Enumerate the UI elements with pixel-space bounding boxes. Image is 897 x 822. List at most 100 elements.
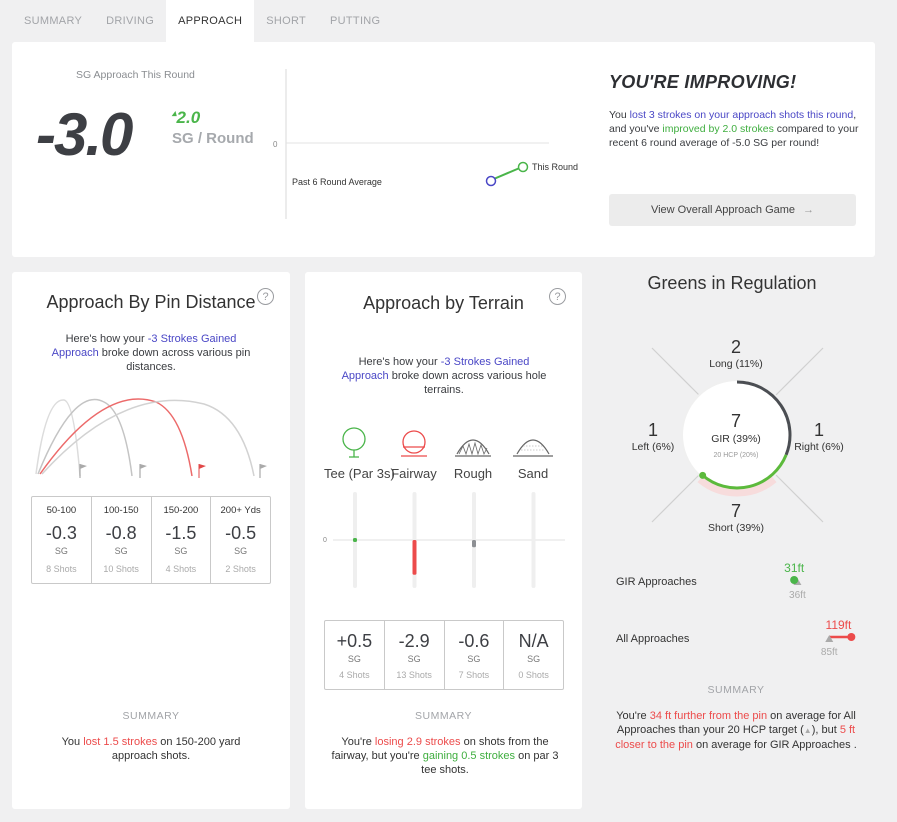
col-sg: SG bbox=[467, 654, 481, 664]
tab-approach[interactable]: APPROACH bbox=[166, 0, 255, 42]
col-value: -0.5 bbox=[225, 523, 257, 543]
col-value: -0.8 bbox=[105, 523, 137, 543]
gir-approaches-label: GIR Approaches bbox=[616, 576, 697, 588]
flag-icon bbox=[139, 464, 147, 478]
sg-delta-value: 2.0 bbox=[176, 108, 201, 127]
pin-distance-description: Here's how your -3 Strokes Gained Approa… bbox=[46, 332, 256, 374]
terrain-summary-heading: SUMMARY bbox=[415, 710, 472, 722]
pin-distance-col[interactable]: 50-100 -0.3 SG 8 Shots bbox=[32, 497, 92, 583]
gir-right-label: Right (6%) bbox=[794, 441, 844, 453]
terrain-summary: You're losing 2.9 strokes on shots from … bbox=[325, 735, 565, 777]
improvement-text: You lost 3 strokes on your approach shot… bbox=[609, 108, 859, 150]
help-icon[interactable]: ? bbox=[257, 288, 274, 305]
gir-diagonals bbox=[651, 347, 824, 523]
gir-summary: You're 34 ft further from the pin on ave… bbox=[612, 709, 860, 752]
flag-icon bbox=[79, 464, 87, 478]
pin-distance-col[interactable]: 150-200 -1.5 SG 4 Shots bbox=[152, 497, 212, 583]
summary-text: on average for GIR Approaches . bbox=[692, 739, 857, 751]
tab-putting[interactable]: PUTTING bbox=[330, 15, 381, 27]
desc-text: Here's how your bbox=[358, 356, 441, 368]
trend-average-point bbox=[485, 175, 497, 187]
pin-distance-summary: You lost 1.5 strokes on 150-200 yard app… bbox=[42, 735, 260, 763]
terrain-col[interactable]: +0.5 SG 4 Shots bbox=[325, 621, 385, 689]
gir-target-label: 20 HCP (20%) bbox=[713, 452, 759, 459]
gir-target-arc bbox=[736, 380, 792, 456]
you-distance-dot bbox=[790, 576, 799, 584]
improvement-text-lost: lost 3 strokes on your approach shots th… bbox=[629, 109, 854, 121]
gir-left-count: 1 bbox=[647, 420, 658, 440]
col-shots: 8 Shots bbox=[46, 564, 77, 574]
improvement-text-improved: improved by 2.0 strokes bbox=[662, 123, 774, 135]
summary-text: on average for All Approaches than your … bbox=[616, 710, 856, 736]
tab-bar: SUMMARY DRIVING APPROACH SHORT PUTTING bbox=[12, 0, 392, 42]
summary-text: on par 3 tee shots. bbox=[421, 750, 559, 776]
col-value: -1.5 bbox=[165, 523, 197, 543]
gir-pct-marker bbox=[699, 471, 707, 479]
terrain-bar bbox=[412, 540, 417, 575]
improvement-headline: YOU'RE IMPROVING! bbox=[609, 72, 797, 92]
terrain-bar-track bbox=[531, 492, 536, 588]
view-overall-approach-label: View Overall Approach Game bbox=[650, 204, 796, 216]
summary-text: You're bbox=[616, 710, 650, 722]
desc-text: broke down across various pin distances. bbox=[98, 347, 251, 373]
gir-long-label: Long (11%) bbox=[709, 358, 763, 370]
col-value: N/A bbox=[518, 631, 549, 651]
summary-text: You're bbox=[341, 736, 375, 748]
col-range: 150-200 bbox=[163, 505, 199, 516]
terrain-label-sand: Sand bbox=[517, 466, 549, 481]
col-range: 50-100 bbox=[46, 505, 77, 516]
col-range: 100-150 bbox=[103, 505, 139, 516]
terrain-description: Here's how your -3 Strokes Gained Approa… bbox=[339, 355, 549, 397]
improvement-text-part: You bbox=[609, 109, 630, 121]
improvement-text-part: compared to your recent 6 round average … bbox=[609, 123, 859, 149]
arc-50-100 bbox=[35, 399, 81, 477]
delta-arrow-icon: ▴ bbox=[172, 108, 177, 118]
view-overall-approach-button[interactable]: View Overall Approach Game → bbox=[609, 194, 856, 226]
desc-text: broke down across various hole terrains. bbox=[388, 370, 547, 396]
col-sg: SG bbox=[527, 654, 541, 664]
target-triangle-icon bbox=[825, 635, 834, 642]
gir-summary-heading: SUMMARY bbox=[707, 684, 765, 696]
col-shots: 4 Shots bbox=[339, 670, 370, 680]
tab-driving[interactable]: DRIVING bbox=[106, 15, 155, 27]
terrain-col[interactable]: N/A SG 0 Shots bbox=[504, 621, 563, 689]
gir-right-count: 1 bbox=[813, 420, 824, 440]
sand-icon bbox=[513, 439, 553, 457]
target-distance-label: 85ft bbox=[821, 647, 838, 658]
summary-highlight: gaining 0.5 strokes bbox=[422, 750, 516, 762]
col-sg: SG bbox=[347, 654, 361, 664]
pin-distance-table: 50-100 -0.3 SG 8 Shots 100-150 -0.8 SG 1… bbox=[31, 496, 271, 584]
flag-icon bbox=[198, 464, 206, 478]
gir-pct-arc bbox=[701, 454, 788, 490]
tab-short[interactable]: SHORT bbox=[266, 15, 307, 27]
approach-distance-chart: 31ft 36ft 119ft 85ft bbox=[784, 561, 856, 658]
gir-title: Greens in Regulation bbox=[647, 273, 817, 293]
trend-round-point bbox=[517, 161, 529, 173]
pin-distance-col[interactable]: 200+ Yds -0.5 SG 2 Shots bbox=[211, 497, 270, 583]
target-distance-label: 36ft bbox=[789, 590, 806, 601]
gir-left-label: Left (6%) bbox=[631, 441, 675, 453]
sg-approach-value: -3.0 bbox=[36, 101, 133, 168]
col-shots: 7 Shots bbox=[458, 670, 490, 680]
tab-summary[interactable]: SUMMARY bbox=[24, 15, 83, 27]
col-sg: SG bbox=[407, 654, 421, 664]
summary-highlight: lost 1.5 strokes bbox=[83, 736, 158, 748]
summary-text: ), but bbox=[811, 724, 840, 736]
terrain-col[interactable]: -2.9 SG 13 Shots bbox=[385, 621, 445, 689]
desc-link: -3 Strokes Gained Approach bbox=[341, 356, 530, 382]
summary-highlight: 5 ft closer to the pin bbox=[615, 724, 856, 751]
col-value: -2.9 bbox=[398, 631, 430, 651]
arc-150-200 bbox=[39, 398, 193, 477]
pin-distance-col[interactable]: 100-150 -0.8 SG 10 Shots bbox=[92, 497, 152, 583]
col-sg: SG bbox=[174, 546, 188, 556]
arrow-right-icon: → bbox=[803, 204, 815, 216]
approach-terrain-card: Approach by Terrain ? Here's how your -3… bbox=[305, 272, 582, 809]
terrain-col[interactable]: -0.6 SG 7 Shots bbox=[445, 621, 505, 689]
gir-long-count: 2 bbox=[730, 337, 741, 357]
help-icon[interactable]: ? bbox=[549, 288, 566, 305]
col-shots: 2 Shots bbox=[225, 564, 256, 574]
terrain-label-rough: Rough bbox=[453, 466, 493, 481]
trend-round-label: This Round bbox=[532, 162, 578, 172]
round-trend-chart: 0 Past 6 Round Average This Round bbox=[273, 69, 578, 219]
tee-icon bbox=[342, 427, 366, 458]
